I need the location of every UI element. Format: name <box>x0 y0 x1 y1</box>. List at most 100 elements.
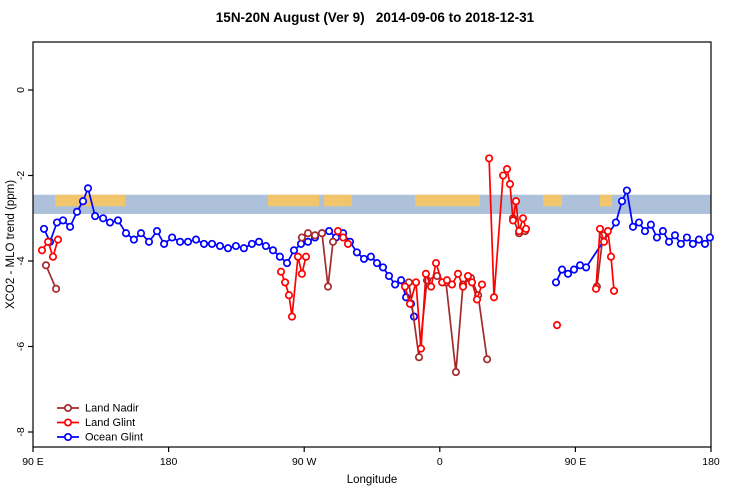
series-land-glint-point <box>442 276 452 285</box>
series-ocean-glint-point <box>303 237 313 246</box>
series-land-glint-point <box>297 269 306 278</box>
x-tick-label: 90 W <box>292 456 317 468</box>
series-ocean-glint-point <box>121 229 131 238</box>
series-ocean-glint-point <box>136 229 146 238</box>
land-reference-band-segment <box>323 194 352 207</box>
series-ocean-glint-point <box>694 235 703 244</box>
series-ocean-glint-point <box>391 280 400 289</box>
land-reference-band-segment <box>54 194 126 207</box>
series-land-glint-point <box>518 214 528 223</box>
series-ocean-glint-point <box>215 241 225 251</box>
legend-label: Land Glint <box>85 417 135 429</box>
series-land-glint-point <box>421 269 430 278</box>
series-land-glint-point <box>416 344 426 353</box>
series-ocean-glint-point <box>144 237 154 246</box>
series-land-nadir-point <box>451 368 460 377</box>
series-ocean-glint-point <box>129 235 138 244</box>
series-land-glint-point <box>37 246 47 255</box>
series-ocean-glint-point <box>66 222 75 231</box>
y-tick-label: -6 <box>15 342 27 351</box>
series-land-glint-point <box>472 295 482 304</box>
series-ocean-glint-point <box>254 237 264 246</box>
series-land-glint-point <box>463 271 473 281</box>
x-tick-label: 180 <box>702 456 720 468</box>
land-reference-band-segment <box>599 194 613 207</box>
series-land-glint-point <box>281 278 290 287</box>
series-ocean-glint-point <box>160 239 169 248</box>
x-tick-label: 0 <box>437 456 443 468</box>
series-ocean-glint-point <box>366 252 375 261</box>
x-tick-label: 90 E <box>565 456 587 468</box>
series-ocean-glint-point <box>282 259 292 268</box>
series-land-glint-point <box>606 252 616 261</box>
series-land-glint-point <box>53 235 63 244</box>
series-ocean-glint-point <box>78 197 88 206</box>
legend-label: Land Nadir <box>85 403 139 415</box>
series-land-glint-point <box>400 282 410 291</box>
series-land-glint-point <box>453 269 463 278</box>
series-ocean-glint-point <box>670 231 680 240</box>
series-land-glint-point <box>609 286 619 295</box>
land-reference-band-segment <box>414 194 481 207</box>
series-ocean-glint-point <box>557 265 567 274</box>
series-land-glint-point <box>505 180 515 189</box>
y-tick-label: -8 <box>15 427 27 436</box>
series-ocean-glint-point <box>275 252 284 261</box>
series-land-glint-point <box>458 282 468 291</box>
series-land-nadir-point <box>323 282 333 291</box>
series-land-glint-point <box>427 282 436 291</box>
series-ocean-glint-point <box>634 218 644 227</box>
series-land-glint-point <box>591 284 601 293</box>
series-land-nadir-point <box>41 261 51 270</box>
series-land-glint-point <box>411 278 421 287</box>
y-tick-label: -4 <box>15 256 27 265</box>
series-ocean-glint-point <box>296 239 306 248</box>
series-ocean-glint-point <box>58 216 68 225</box>
legend-symbol-point <box>63 418 73 427</box>
series-ocean-glint-point <box>39 224 49 233</box>
series-ocean-glint-point <box>664 237 674 246</box>
series-land-glint-line <box>41 239 59 258</box>
series-ocean-glint-point <box>72 207 82 216</box>
series-land-glint-point <box>343 239 353 248</box>
series-ocean-glint-point <box>705 233 714 242</box>
series-ocean-glint-point <box>658 227 667 236</box>
series-ocean-glint-point <box>261 241 270 251</box>
legend-symbol-point <box>63 403 73 413</box>
series-ocean-glint-point <box>700 239 710 248</box>
series-ocean-glint-point <box>378 263 388 272</box>
series-ocean-glint-point <box>372 259 382 268</box>
series-land-nadir-point <box>414 353 424 362</box>
land-reference-band-segment <box>268 194 320 207</box>
series-ocean-glint-point <box>289 246 299 255</box>
series-land-glint-point <box>284 291 294 300</box>
series-land-glint-point <box>287 312 297 321</box>
series-land-glint-point <box>293 252 303 261</box>
series-land-glint-point <box>502 165 512 174</box>
series-land-glint-point <box>521 224 531 233</box>
series-ocean-glint-point <box>239 244 248 253</box>
y-tick-label: 0 <box>15 87 27 93</box>
series-land-glint-point <box>515 227 524 236</box>
series-ocean-glint-point <box>83 184 93 193</box>
series-ocean-glint-point <box>563 269 573 278</box>
legend-label: Ocean Glint <box>85 432 143 444</box>
series-land-glint-point <box>595 224 605 233</box>
series-ocean-glint-point <box>247 239 256 248</box>
series-ocean-glint-point <box>207 239 217 248</box>
series-land-nadir-point <box>52 284 61 293</box>
series-ocean-glint-point <box>176 237 185 246</box>
plot-box <box>32 41 712 448</box>
series-land-glint-point <box>599 237 609 246</box>
series-ocean-glint-point <box>682 233 691 242</box>
series-land-glint-point <box>301 252 311 261</box>
series-ocean-glint-point <box>91 212 100 221</box>
series-ocean-glint-point <box>152 227 162 236</box>
series-land-glint-point <box>499 171 508 180</box>
series-land-glint-point <box>44 237 53 246</box>
series-ocean-glint-point <box>223 244 233 253</box>
series-ocean-glint-point <box>646 220 655 229</box>
series-land-glint-point <box>48 252 58 261</box>
